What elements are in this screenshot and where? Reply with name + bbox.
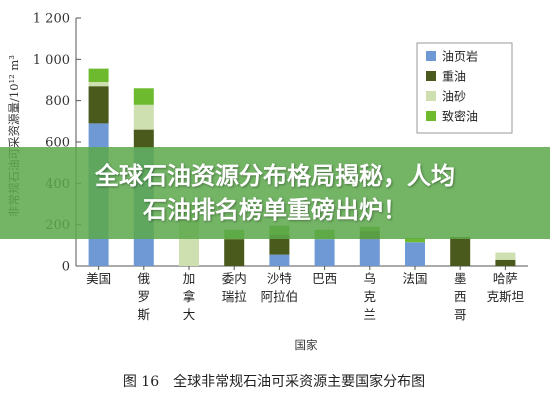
- category-label: 墨西哥: [454, 271, 467, 322]
- bar-segment: [269, 235, 290, 255]
- category-label: 委内瑞拉: [222, 271, 248, 304]
- category-label-line: 哥: [454, 307, 467, 322]
- bar-segment: [495, 259, 516, 266]
- bar-segment: [224, 239, 245, 266]
- category-label-line: 罗: [138, 289, 151, 304]
- legend-label: 油页岩: [442, 49, 478, 64]
- y-tick-label: 1 200: [33, 12, 70, 27]
- headline-line-2: 石油排名榜单重磅出炉！: [143, 196, 407, 224]
- category-label: 法国: [402, 271, 427, 286]
- category-label: 哈萨克斯坦: [487, 271, 525, 304]
- bar-segment: [495, 252, 516, 260]
- category-label-line: 加: [183, 271, 196, 286]
- bar-segment: [133, 129, 154, 149]
- category-label: 加拿大: [183, 271, 196, 322]
- legend-label: 重油: [442, 70, 466, 84]
- bar-segment: [314, 239, 335, 266]
- legend-label: 致密油: [442, 109, 478, 124]
- legend-swatch: [426, 111, 436, 121]
- category-label-line: 斯: [138, 307, 151, 322]
- bar-segment: [405, 242, 425, 266]
- category-label-line: 委内: [222, 271, 247, 286]
- category-label-line: 克: [364, 289, 377, 304]
- category-label-line: 法国: [402, 271, 427, 286]
- bar-segment: [450, 237, 471, 266]
- category-label-line: 阿拉伯: [261, 289, 299, 304]
- bar-segment: [88, 82, 109, 87]
- category-label-line: 兰: [364, 307, 377, 322]
- category-label-line: 美国: [86, 271, 111, 286]
- legend-label: 油砂: [442, 90, 466, 104]
- category-label: 俄罗斯: [138, 271, 151, 322]
- category-label-line: 瑞拉: [222, 289, 248, 304]
- category-label-line: 巴西: [312, 271, 337, 286]
- y-tick-label: 0: [62, 260, 70, 275]
- category-label-line: 西: [454, 289, 467, 304]
- category-label-line: 乌: [364, 271, 377, 286]
- category-label-line: 克斯坦: [487, 289, 525, 304]
- bar-segment: [269, 254, 290, 266]
- y-tick-label: 600: [45, 136, 70, 151]
- category-label: 巴西: [312, 271, 337, 286]
- headline-line-1: 全球石油资源分布格局揭秘，人均: [95, 162, 455, 190]
- category-label-line: 墨: [454, 271, 467, 286]
- category-label-line: 哈萨: [493, 271, 518, 286]
- bar-segment: [405, 238, 425, 243]
- category-label-line: 拿: [183, 289, 196, 304]
- legend-swatch: [426, 91, 436, 101]
- bar-segment: [88, 68, 109, 83]
- bar-segment: [359, 239, 380, 266]
- x-axis-title: 国家: [295, 338, 318, 352]
- category-label: 乌克兰: [364, 271, 377, 322]
- headline-banner: 全球石油资源分布格局揭秘，人均 石油排名榜单重磅出炉！: [0, 147, 550, 239]
- figure-caption: 图 16 全球非常规石油可采资源主要国家分布图: [123, 373, 425, 390]
- y-tick-label: 1 000: [33, 53, 70, 68]
- y-tick-label: 800: [45, 94, 70, 109]
- category-label-line: 大: [183, 307, 196, 322]
- category-label: 沙特阿拉伯: [261, 271, 299, 304]
- category-label-line: 沙特: [267, 271, 292, 286]
- legend-swatch: [426, 71, 436, 81]
- bar-segment: [88, 86, 109, 124]
- bar-segment: [133, 104, 154, 130]
- legend-swatch: [426, 51, 436, 61]
- bar-segment: [133, 88, 154, 105]
- category-label-line: 俄: [138, 271, 151, 286]
- category-label: 美国: [86, 271, 111, 286]
